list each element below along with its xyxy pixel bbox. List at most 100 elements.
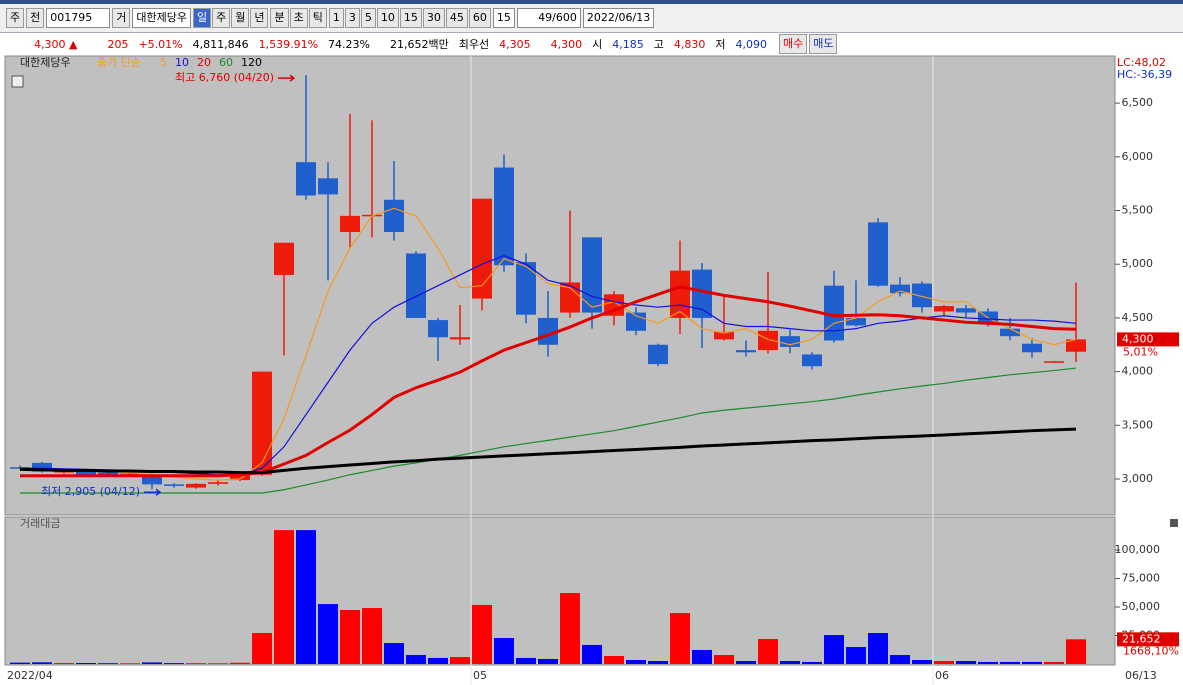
open-label: 시 [592,38,603,51]
candle-body [560,282,580,313]
intervals-button[interactable]: 1 [328,8,344,28]
y-tick-label: 4,000 [1122,365,1154,378]
x-tick-label: 06 [935,669,949,682]
pane-icon[interactable] [11,75,24,88]
low-arrow [144,488,162,496]
volume-bar [54,663,74,664]
volume-bar [384,643,404,664]
candle-body [1022,343,1042,353]
volume-bar [560,593,580,664]
candle-body [186,483,206,488]
ratio-label: 1668,10% [1123,644,1179,657]
volume-bar [604,656,624,664]
change: 205 [107,37,129,51]
volume-bar [890,654,910,664]
candle-body [164,484,184,486]
intervals-button[interactable]: 15 [399,8,422,28]
interval-select[interactable]: 15 [492,8,515,28]
volume-bar [582,644,602,664]
y-tick-label: 4,500 [1122,311,1154,324]
prev-button[interactable]: 전 [26,8,45,28]
volume-bar [670,613,690,664]
volume-bar [1044,661,1064,664]
volume-bar [450,657,470,664]
code-input[interactable]: 001795 [46,8,111,28]
periods-button[interactable]: 일 [192,8,212,28]
ma-label: 종가 단순 [97,56,141,69]
volume-ratio: 1,539.91% [258,37,319,51]
candle-body [208,482,228,484]
candle-body [692,269,712,318]
volume-bar [1000,661,1020,664]
buy-button[interactable]: 매수 [778,34,808,54]
group-button[interactable]: 거 [112,8,131,28]
lc-label: LC:48,02 [1117,56,1166,69]
amount: 21,652백만 [390,38,449,51]
price-tag-label: 4,300 [1122,332,1154,345]
periods-button[interactable]: 주 [212,8,231,28]
units-button[interactable]: 초 [289,8,308,28]
volume-bar [846,647,866,664]
candle-body [406,253,426,318]
volume-bar [98,663,118,664]
quote-bar: 4,300 ▲ 205 +5.01% 4,811,846 1,539.91% 7… [0,32,1183,56]
candle-body [76,470,96,475]
intervals-button[interactable]: 5 [360,8,376,28]
candle-body [1044,361,1064,363]
intervals-button[interactable]: 45 [445,8,468,28]
sell-button[interactable]: 매도 [809,34,838,54]
y-tick-label: 5,000 [1122,257,1154,270]
hc-label: HC:-36,39 [1117,68,1172,81]
units-button[interactable]: 틱 [308,8,327,28]
candle-body [428,320,448,338]
stock-name: 대한제당우 [132,8,191,28]
volume-bar [714,654,734,664]
y-tick-label: 3,500 [1122,418,1154,431]
change-label: 5,01% [1123,345,1158,358]
bid: 4,300 [550,37,583,51]
periods-button[interactable]: 년 [250,8,269,28]
candle-body [274,242,294,275]
candle-body [450,337,470,340]
volume-bar [692,649,712,664]
legend-entry: 5 [160,56,167,69]
y-tick-label: 3,000 [1122,472,1154,485]
volume-bar [10,662,30,664]
intervals-button[interactable]: 60 [468,8,491,28]
count: 49 [538,11,553,24]
candle-body [296,162,316,196]
pane-close[interactable] [1170,519,1178,527]
turnover: 74.23% [328,37,370,51]
market-select[interactable]: 주 [6,8,25,28]
open: 4,185 [612,37,644,51]
volume-tag [1117,632,1179,647]
count-input[interactable]: 49/600 [516,8,581,28]
candle-body [32,462,52,472]
periods-button[interactable]: 월 [231,8,250,28]
volume-bar [318,604,338,664]
date-input[interactable]: 2022/06/13 [582,8,655,28]
volume-bar [120,663,140,664]
ask: 4,305 [499,37,531,51]
intervals-button[interactable]: 3 [344,8,360,28]
low-label: 저 [715,38,726,51]
volume-bar [252,633,272,664]
intervals-button[interactable]: 10 [376,8,399,28]
volume-bar [1066,639,1086,664]
volume-bar [274,530,294,664]
candle-body [846,317,866,326]
candle-body [494,167,514,266]
legend-entry: 120 [241,56,262,69]
volume-bar [296,530,316,664]
best-label: 최우선 [458,38,490,51]
moving-average [19,427,1077,475]
moving-average [20,285,1077,478]
candle-body [340,215,360,232]
moving-average [20,367,1077,494]
intervals-button[interactable]: 30 [422,8,445,28]
units-button[interactable]: 분 [270,8,289,28]
candle-body [868,222,888,286]
moving-average [19,207,1077,481]
